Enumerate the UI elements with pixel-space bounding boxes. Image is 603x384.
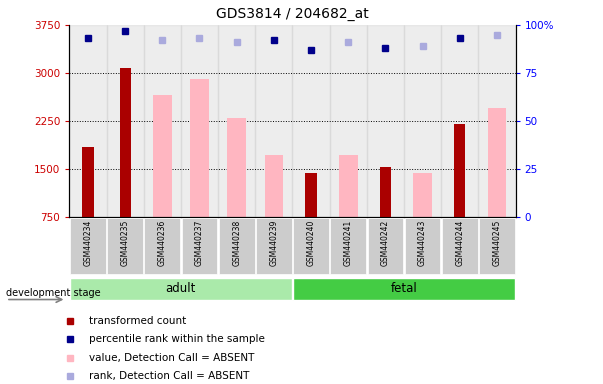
FancyBboxPatch shape <box>256 218 292 274</box>
Bar <box>478 25 516 217</box>
Text: GSM440241: GSM440241 <box>344 220 353 266</box>
FancyBboxPatch shape <box>368 218 403 274</box>
Text: GSM440243: GSM440243 <box>418 220 427 266</box>
Bar <box>83 147 93 217</box>
FancyBboxPatch shape <box>293 278 515 300</box>
Text: GSM440235: GSM440235 <box>121 220 130 266</box>
Bar <box>306 174 317 217</box>
FancyBboxPatch shape <box>182 218 217 274</box>
FancyBboxPatch shape <box>107 218 143 274</box>
Bar <box>265 155 283 217</box>
Bar <box>380 167 391 217</box>
Bar <box>107 25 144 217</box>
Text: adult: adult <box>166 283 196 295</box>
Text: rank, Detection Call = ABSENT: rank, Detection Call = ABSENT <box>89 371 249 381</box>
FancyBboxPatch shape <box>219 218 254 274</box>
Bar <box>153 95 172 217</box>
Text: fetal: fetal <box>391 283 417 295</box>
Text: percentile rank within the sample: percentile rank within the sample <box>89 334 265 344</box>
FancyBboxPatch shape <box>145 218 180 274</box>
FancyBboxPatch shape <box>479 218 515 274</box>
FancyBboxPatch shape <box>330 218 366 274</box>
Text: GSM440244: GSM440244 <box>455 220 464 266</box>
Text: development stage: development stage <box>6 288 101 298</box>
Bar <box>488 108 507 217</box>
Bar <box>255 25 292 217</box>
Text: transformed count: transformed count <box>89 316 186 326</box>
Bar <box>218 25 255 217</box>
Text: GSM440242: GSM440242 <box>381 220 390 266</box>
Bar <box>119 68 131 217</box>
Text: GSM440237: GSM440237 <box>195 220 204 266</box>
Bar <box>454 124 466 217</box>
Text: GSM440240: GSM440240 <box>306 220 315 266</box>
FancyBboxPatch shape <box>293 218 329 274</box>
Bar <box>441 25 478 217</box>
Bar <box>367 25 404 217</box>
Bar <box>144 25 181 217</box>
Bar <box>292 25 330 217</box>
Bar <box>404 25 441 217</box>
Text: GSM440236: GSM440236 <box>158 220 167 266</box>
Text: GSM440245: GSM440245 <box>493 220 502 266</box>
Text: GSM440239: GSM440239 <box>270 220 279 266</box>
Bar <box>190 79 209 217</box>
Bar <box>330 25 367 217</box>
FancyBboxPatch shape <box>442 218 478 274</box>
FancyBboxPatch shape <box>405 218 440 274</box>
Text: GSM440238: GSM440238 <box>232 220 241 266</box>
FancyBboxPatch shape <box>70 218 106 274</box>
Text: value, Detection Call = ABSENT: value, Detection Call = ABSENT <box>89 353 254 363</box>
Bar <box>339 155 358 217</box>
Bar <box>227 118 246 217</box>
Bar <box>413 174 432 217</box>
Title: GDS3814 / 204682_at: GDS3814 / 204682_at <box>216 7 369 21</box>
Bar <box>181 25 218 217</box>
FancyBboxPatch shape <box>70 278 292 300</box>
Text: GSM440234: GSM440234 <box>83 220 92 266</box>
Bar <box>69 25 107 217</box>
